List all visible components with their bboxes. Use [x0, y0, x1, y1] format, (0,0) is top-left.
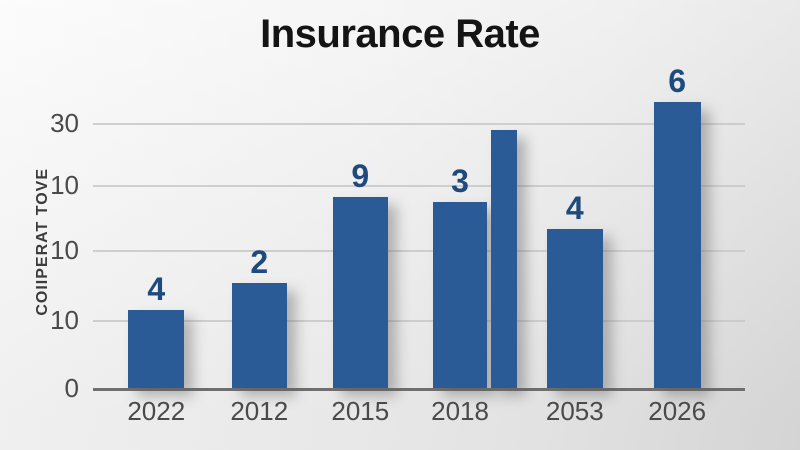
y-tick-label: 30 [50, 107, 79, 138]
bar-value-label: 6 [668, 62, 687, 99]
gridline [93, 185, 745, 188]
bar: 4 [546, 192, 603, 388]
bar [490, 129, 517, 388]
x-tick-label: 2015 [331, 396, 390, 426]
gridline [93, 319, 745, 322]
bar: 2 [231, 246, 287, 388]
bar-value-label: 9 [351, 158, 370, 195]
y-tick-label: 10 [50, 234, 79, 265]
bar: 4 [128, 273, 185, 388]
plot-area: 30 10 10 10 0 4 2022 2 2012 9 2015 3 2018 4 2053 6 2026 [50, 65, 745, 424]
bar: 3 [432, 165, 488, 388]
bar: 9 [332, 160, 388, 388]
x-tick-label: 2026 [648, 396, 707, 426]
x-tick-label: 2012 [230, 396, 289, 426]
x-tick-label: 2053 [545, 396, 604, 426]
bar: 6 [653, 65, 701, 388]
gridline [93, 122, 745, 125]
y-tick-label: 10 [50, 304, 79, 335]
bar-value-label: 4 [147, 271, 166, 308]
y-tick-label: 0 [64, 373, 79, 403]
y-tick-label: 10 [50, 170, 79, 201]
x-tick-label: 2018 [431, 396, 489, 426]
x-tick-label: 2022 [127, 396, 186, 426]
bar-value-label: 2 [250, 243, 269, 280]
chart-title: Insurance Rate [260, 12, 540, 56]
bar-value-label: 3 [451, 163, 469, 199]
bar-value-label: 4 [565, 189, 584, 226]
gridline [93, 249, 745, 252]
